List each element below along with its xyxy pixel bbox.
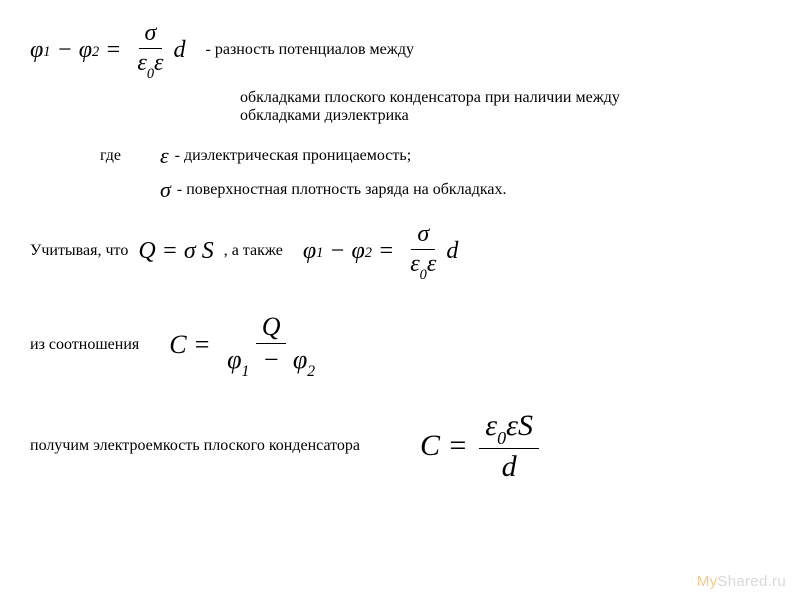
formula-q-sigma-s: Q = σ S	[138, 238, 213, 265]
s-2: S	[518, 409, 533, 442]
considering-prefix: Учитывая, что	[30, 242, 128, 260]
q-symbol: Q	[138, 238, 155, 265]
minus-2: −	[329, 238, 345, 265]
c-symbol: C	[169, 330, 186, 360]
sub-2: 2	[92, 44, 99, 61]
row-considering: Учитывая, что Q = σ S , а также φ1 − φ2 …	[30, 221, 770, 282]
phi-5: φ	[227, 345, 241, 374]
d-2: d	[446, 238, 458, 265]
q-2: Q	[262, 312, 281, 341]
row-formula-1: φ1 − φ2 = σ ε0ε d - разность потенциалов…	[30, 20, 770, 81]
formula-potential-difference: φ1 − φ2 = σ ε0ε d	[30, 20, 186, 81]
eps-definition: - диэлектрическая проницаемость;	[175, 147, 411, 165]
result-prefix: получим электроемкость плоского конденса…	[30, 437, 360, 455]
fraction-2: σ ε0ε	[404, 221, 442, 282]
eps-6: ε	[506, 409, 518, 442]
fraction-3: Q φ1 − φ2	[221, 312, 321, 379]
s-symbol: S	[202, 238, 214, 265]
fraction-4: ε0εS d	[479, 409, 539, 484]
watermark-a: My	[697, 573, 718, 590]
phi-6: φ	[293, 345, 307, 374]
sigma-symbol-def: σ	[160, 177, 171, 203]
formula-potential-diff-2: φ1 − φ2 = σ ε0ε d	[303, 221, 459, 282]
fraction: σ ε0ε	[131, 20, 169, 81]
d-symbol: d	[174, 37, 186, 64]
where-label: где	[100, 147, 160, 165]
sub-2b: 2	[365, 245, 372, 262]
watermark: MyShared.ru	[697, 573, 786, 590]
text-line-1b-row: обкладками плоского конденсатора при нал…	[240, 89, 690, 125]
page-content: φ1 − φ2 = σ ε0ε d - разность потенциалов…	[0, 0, 800, 512]
sub-1c: 1	[242, 363, 250, 380]
relation-prefix: из соотношения	[30, 336, 139, 354]
eps-symbol-def: ε	[160, 143, 169, 169]
equals-2: =	[162, 238, 178, 265]
equals-5: =	[448, 429, 468, 463]
sub-2c: 2	[307, 363, 315, 380]
equals-3: =	[378, 238, 394, 265]
text-line-1a: - разность потенциалов между	[206, 41, 414, 59]
row-relation: из соотношения C = Q φ1 − φ2	[30, 312, 770, 379]
formula-capacitance-def: C = Q φ1 − φ2	[169, 312, 325, 379]
considering-mid: , а также	[224, 242, 283, 260]
phi-3: φ	[303, 238, 316, 265]
sub-0: 0	[147, 66, 154, 82]
sub-1b: 1	[316, 245, 323, 262]
d-3: d	[502, 450, 517, 483]
minus-symbol: −	[56, 37, 72, 64]
formula-capacitance-result: C = ε0εS d	[420, 409, 543, 484]
row-result: получим электроемкость плоского конденса…	[30, 409, 770, 484]
sub-1: 1	[43, 44, 50, 61]
c-2: C	[420, 429, 440, 463]
eps-5: ε	[485, 409, 497, 442]
eps-3: ε	[410, 251, 419, 277]
eps-symbol: ε	[137, 50, 146, 76]
sub-0c: 0	[497, 428, 506, 448]
sigma-4: σ	[417, 221, 429, 247]
phi-symbol: φ	[30, 37, 43, 64]
minus-3: −	[262, 345, 280, 374]
equals-symbol: =	[105, 37, 121, 64]
sub-0b: 0	[420, 267, 427, 283]
watermark-c: .ru	[768, 573, 786, 590]
sigma-definition: - поверхностная плотность заряда на обкл…	[177, 181, 507, 199]
where-block: где ε - диэлектрическая проницаемость; σ…	[100, 143, 770, 203]
text-line-1b: обкладками плоского конденсатора при нал…	[240, 89, 690, 125]
phi-symbol-2: φ	[79, 37, 92, 64]
sigma-symbol: σ	[145, 20, 157, 46]
where-row-eps: где ε - диэлектрическая проницаемость;	[100, 143, 770, 169]
eps-symbol-2: ε	[154, 50, 163, 76]
eps-4: ε	[427, 251, 436, 277]
where-row-sigma: σ - поверхностная плотность заряда на об…	[100, 177, 770, 203]
sigma-3: σ	[184, 238, 196, 265]
watermark-b: Shared	[717, 573, 767, 590]
equals-4: =	[193, 330, 211, 360]
phi-4: φ	[352, 238, 365, 265]
